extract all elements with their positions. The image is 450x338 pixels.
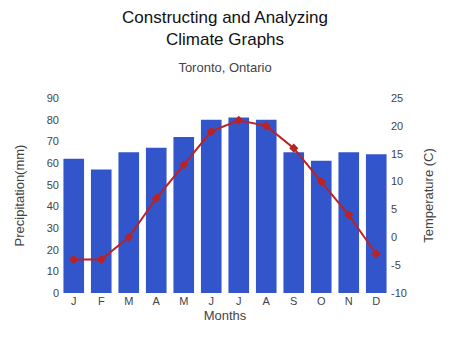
svg-text:O: O [317,295,326,307]
svg-text:-5: -5 [391,259,401,271]
svg-text:M: M [124,295,133,307]
svg-text:Constructing and AnalyzingClim: Constructing and AnalyzingClimate Graphs [122,8,328,49]
svg-text:Precipitation(mm): Precipitation(mm) [12,145,27,247]
svg-text:30: 30 [47,222,59,234]
svg-text:25: 25 [391,92,403,104]
svg-text:60: 60 [47,157,59,169]
svg-text:J: J [236,295,242,307]
svg-text:50: 50 [47,179,59,191]
svg-text:-10: -10 [391,287,407,299]
svg-text:J: J [71,295,77,307]
svg-text:D: D [372,295,380,307]
svg-text:J: J [209,295,215,307]
svg-text:20: 20 [47,244,59,256]
svg-text:0: 0 [53,287,59,299]
svg-text:F: F [98,295,105,307]
svg-text:40: 40 [47,200,59,212]
svg-text:80: 80 [47,114,59,126]
svg-text:Months: Months [204,308,247,323]
svg-text:A: A [263,295,271,307]
svg-text:A: A [153,295,161,307]
svg-text:Temperature (C): Temperature (C) [421,148,436,243]
svg-text:N: N [345,295,353,307]
svg-text:0: 0 [391,231,397,243]
svg-text:15: 15 [391,148,403,160]
svg-text:S: S [290,295,297,307]
svg-text:20: 20 [391,120,403,132]
svg-text:M: M [179,295,188,307]
svg-text:10: 10 [391,175,403,187]
svg-text:5: 5 [391,203,397,215]
svg-text:Toronto, Ontario: Toronto, Ontario [178,60,271,75]
svg-text:10: 10 [47,265,59,277]
svg-text:90: 90 [47,92,59,104]
svg-text:70: 70 [47,135,59,147]
